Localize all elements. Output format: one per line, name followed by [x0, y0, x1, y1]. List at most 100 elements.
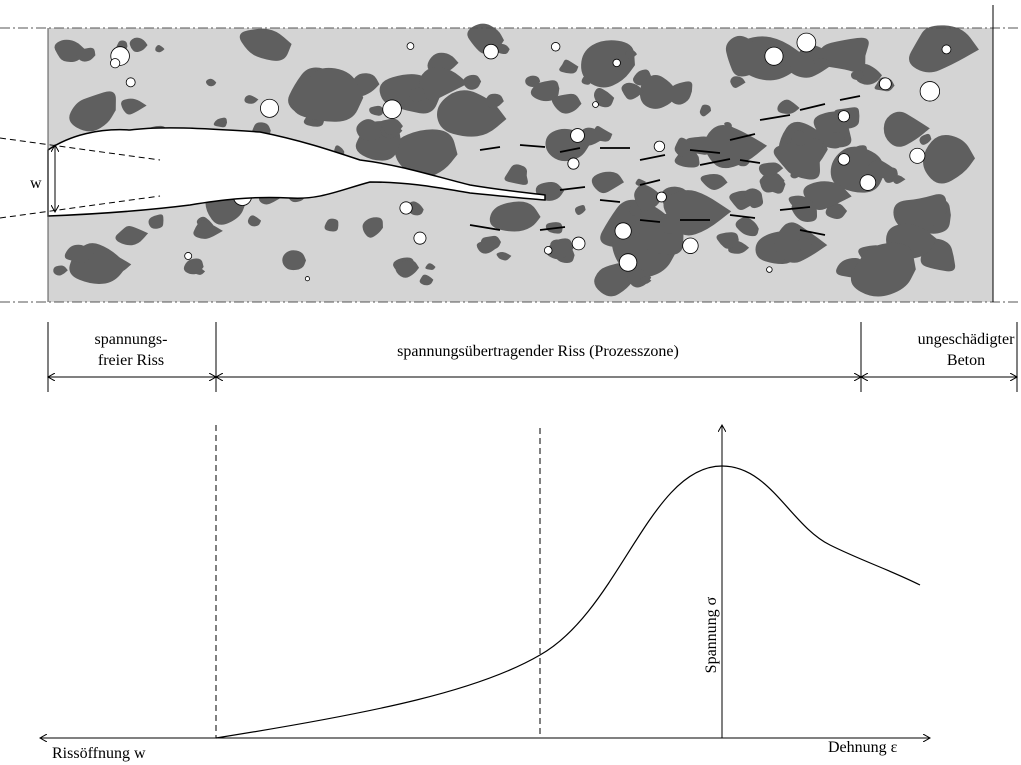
pore	[110, 58, 121, 69]
aggregate	[634, 184, 664, 211]
aggregate	[668, 81, 693, 105]
aggregate	[724, 121, 732, 129]
aggregate	[282, 250, 307, 271]
aggregate	[758, 162, 784, 177]
opening-line	[0, 195, 161, 219]
aggregate	[725, 35, 762, 77]
pore	[184, 252, 193, 260]
pore	[618, 253, 638, 272]
aggregate	[700, 173, 728, 190]
pore	[304, 276, 310, 282]
zone-label: spannungs-	[95, 331, 168, 348]
aggregate	[803, 181, 852, 211]
pore	[125, 77, 136, 88]
zone-label: Beton	[947, 352, 985, 369]
pore	[764, 46, 784, 66]
pore	[406, 42, 415, 50]
pore	[941, 44, 952, 55]
aggregate	[789, 44, 833, 78]
aggregate	[193, 220, 223, 239]
x-left-label: Rissöffnung w	[52, 745, 146, 762]
aggregate	[183, 258, 204, 275]
aggregate	[530, 80, 560, 102]
pore	[567, 157, 580, 170]
aggregate	[639, 74, 678, 109]
aggregate	[129, 37, 148, 53]
aggregate	[155, 45, 165, 53]
aggregate	[525, 75, 541, 87]
aggregate	[796, 238, 813, 250]
aggregate	[463, 74, 482, 90]
aggregate	[559, 59, 579, 74]
aggregate	[923, 135, 976, 184]
aggregate	[419, 67, 469, 101]
aggregate	[69, 91, 116, 132]
aggregate	[850, 242, 916, 297]
aggregate	[759, 174, 786, 194]
pore	[571, 236, 586, 251]
aggregate	[625, 49, 637, 60]
pore	[656, 191, 667, 203]
micro-cracks	[469, 95, 861, 236]
pore	[653, 140, 666, 153]
aggregate	[773, 138, 823, 180]
aggregate	[380, 118, 403, 135]
pore	[682, 237, 699, 254]
aggregate	[205, 78, 217, 87]
aggregate	[788, 195, 813, 210]
zone-label: spannungsübertragender Riss (Prozesszone…	[397, 343, 679, 360]
aggregate	[244, 95, 259, 104]
aggregate	[591, 171, 624, 194]
pore	[614, 222, 632, 240]
aggregate	[115, 226, 149, 246]
pore	[260, 98, 279, 118]
aggregate	[791, 130, 812, 146]
aggregate	[419, 274, 434, 286]
aggregate	[777, 99, 800, 114]
aggregate	[239, 28, 292, 61]
pore	[570, 128, 585, 143]
pore	[766, 266, 773, 273]
aggregate	[362, 217, 383, 238]
aggregate	[395, 260, 420, 278]
pore	[837, 153, 851, 166]
opening-line	[0, 137, 161, 161]
zone-label: freier Riss	[98, 352, 164, 369]
aggregate	[919, 133, 932, 145]
aggregate	[148, 214, 164, 229]
aggregate	[546, 238, 574, 260]
pore	[550, 42, 561, 52]
aggregate	[892, 175, 906, 184]
crack	[47, 127, 546, 217]
aggregate	[704, 124, 768, 169]
x-right-label: Dehnung ε	[828, 739, 898, 756]
pore	[837, 110, 850, 123]
aggregate	[581, 40, 635, 88]
aggregate	[484, 93, 504, 108]
pore	[543, 246, 553, 255]
pore	[859, 174, 877, 191]
aggregate	[121, 98, 147, 115]
aggregate	[735, 217, 759, 237]
aggregate	[823, 132, 845, 149]
aggregate	[489, 201, 541, 232]
aggregate	[496, 252, 512, 261]
aggregate	[476, 240, 497, 254]
zone-markers	[48, 322, 1017, 392]
pore	[413, 231, 427, 245]
pore	[399, 201, 413, 215]
aggregate	[699, 104, 712, 117]
aggregate	[53, 265, 68, 276]
y-axis-label: Spannung σ	[703, 596, 720, 673]
aggregate	[674, 137, 696, 157]
aggregate	[663, 190, 732, 236]
stress-curve	[215, 465, 921, 739]
aggregate	[213, 117, 228, 128]
aggregate	[247, 215, 262, 227]
pore	[612, 58, 621, 68]
width-label: w	[30, 175, 42, 192]
aggregate	[813, 58, 833, 70]
pore	[919, 81, 941, 102]
aggregate	[640, 276, 652, 284]
